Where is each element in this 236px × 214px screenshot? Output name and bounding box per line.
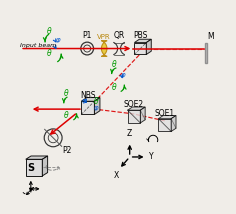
- Text: P2: P2: [62, 146, 72, 155]
- Polygon shape: [134, 39, 151, 43]
- Polygon shape: [171, 116, 176, 131]
- Polygon shape: [146, 39, 151, 55]
- Text: $\theta$: $\theta$: [63, 87, 70, 98]
- Polygon shape: [101, 41, 107, 56]
- Text: Input beam: Input beam: [20, 43, 56, 48]
- Polygon shape: [81, 101, 94, 114]
- Polygon shape: [140, 107, 145, 123]
- Text: $\varphi$: $\varphi$: [55, 36, 61, 45]
- Text: NBS: NBS: [80, 91, 96, 100]
- Text: SOE1: SOE1: [155, 109, 175, 118]
- Polygon shape: [158, 119, 171, 131]
- Text: $\theta$: $\theta$: [111, 80, 118, 92]
- Text: $\varphi$: $\varphi$: [120, 71, 126, 80]
- Text: $\theta$: $\theta$: [93, 95, 100, 106]
- Polygon shape: [158, 116, 176, 119]
- Text: PBS: PBS: [133, 31, 148, 40]
- Polygon shape: [81, 98, 100, 101]
- Text: $\varphi$: $\varphi$: [93, 104, 100, 113]
- Polygon shape: [134, 43, 146, 55]
- Text: P1: P1: [83, 31, 92, 40]
- Polygon shape: [26, 159, 42, 176]
- Text: M: M: [207, 32, 214, 41]
- Text: SOE2: SOE2: [124, 100, 144, 109]
- Text: $\varphi$: $\varphi$: [81, 97, 88, 106]
- Text: $\theta$: $\theta$: [111, 58, 118, 69]
- Text: S: S: [27, 163, 34, 173]
- Polygon shape: [26, 156, 48, 159]
- Text: Y: Y: [149, 152, 154, 162]
- Text: Z: Z: [127, 129, 132, 138]
- Text: X: X: [114, 171, 119, 180]
- Polygon shape: [205, 43, 207, 62]
- Text: $\theta$: $\theta$: [63, 109, 70, 120]
- Text: $\theta$: $\theta$: [46, 25, 53, 36]
- Text: VPR: VPR: [97, 34, 111, 40]
- Polygon shape: [128, 110, 140, 123]
- Text: QR: QR: [114, 31, 125, 40]
- Polygon shape: [42, 156, 48, 176]
- Text: $\theta$: $\theta$: [46, 47, 53, 58]
- Polygon shape: [94, 98, 100, 114]
- Polygon shape: [128, 107, 145, 110]
